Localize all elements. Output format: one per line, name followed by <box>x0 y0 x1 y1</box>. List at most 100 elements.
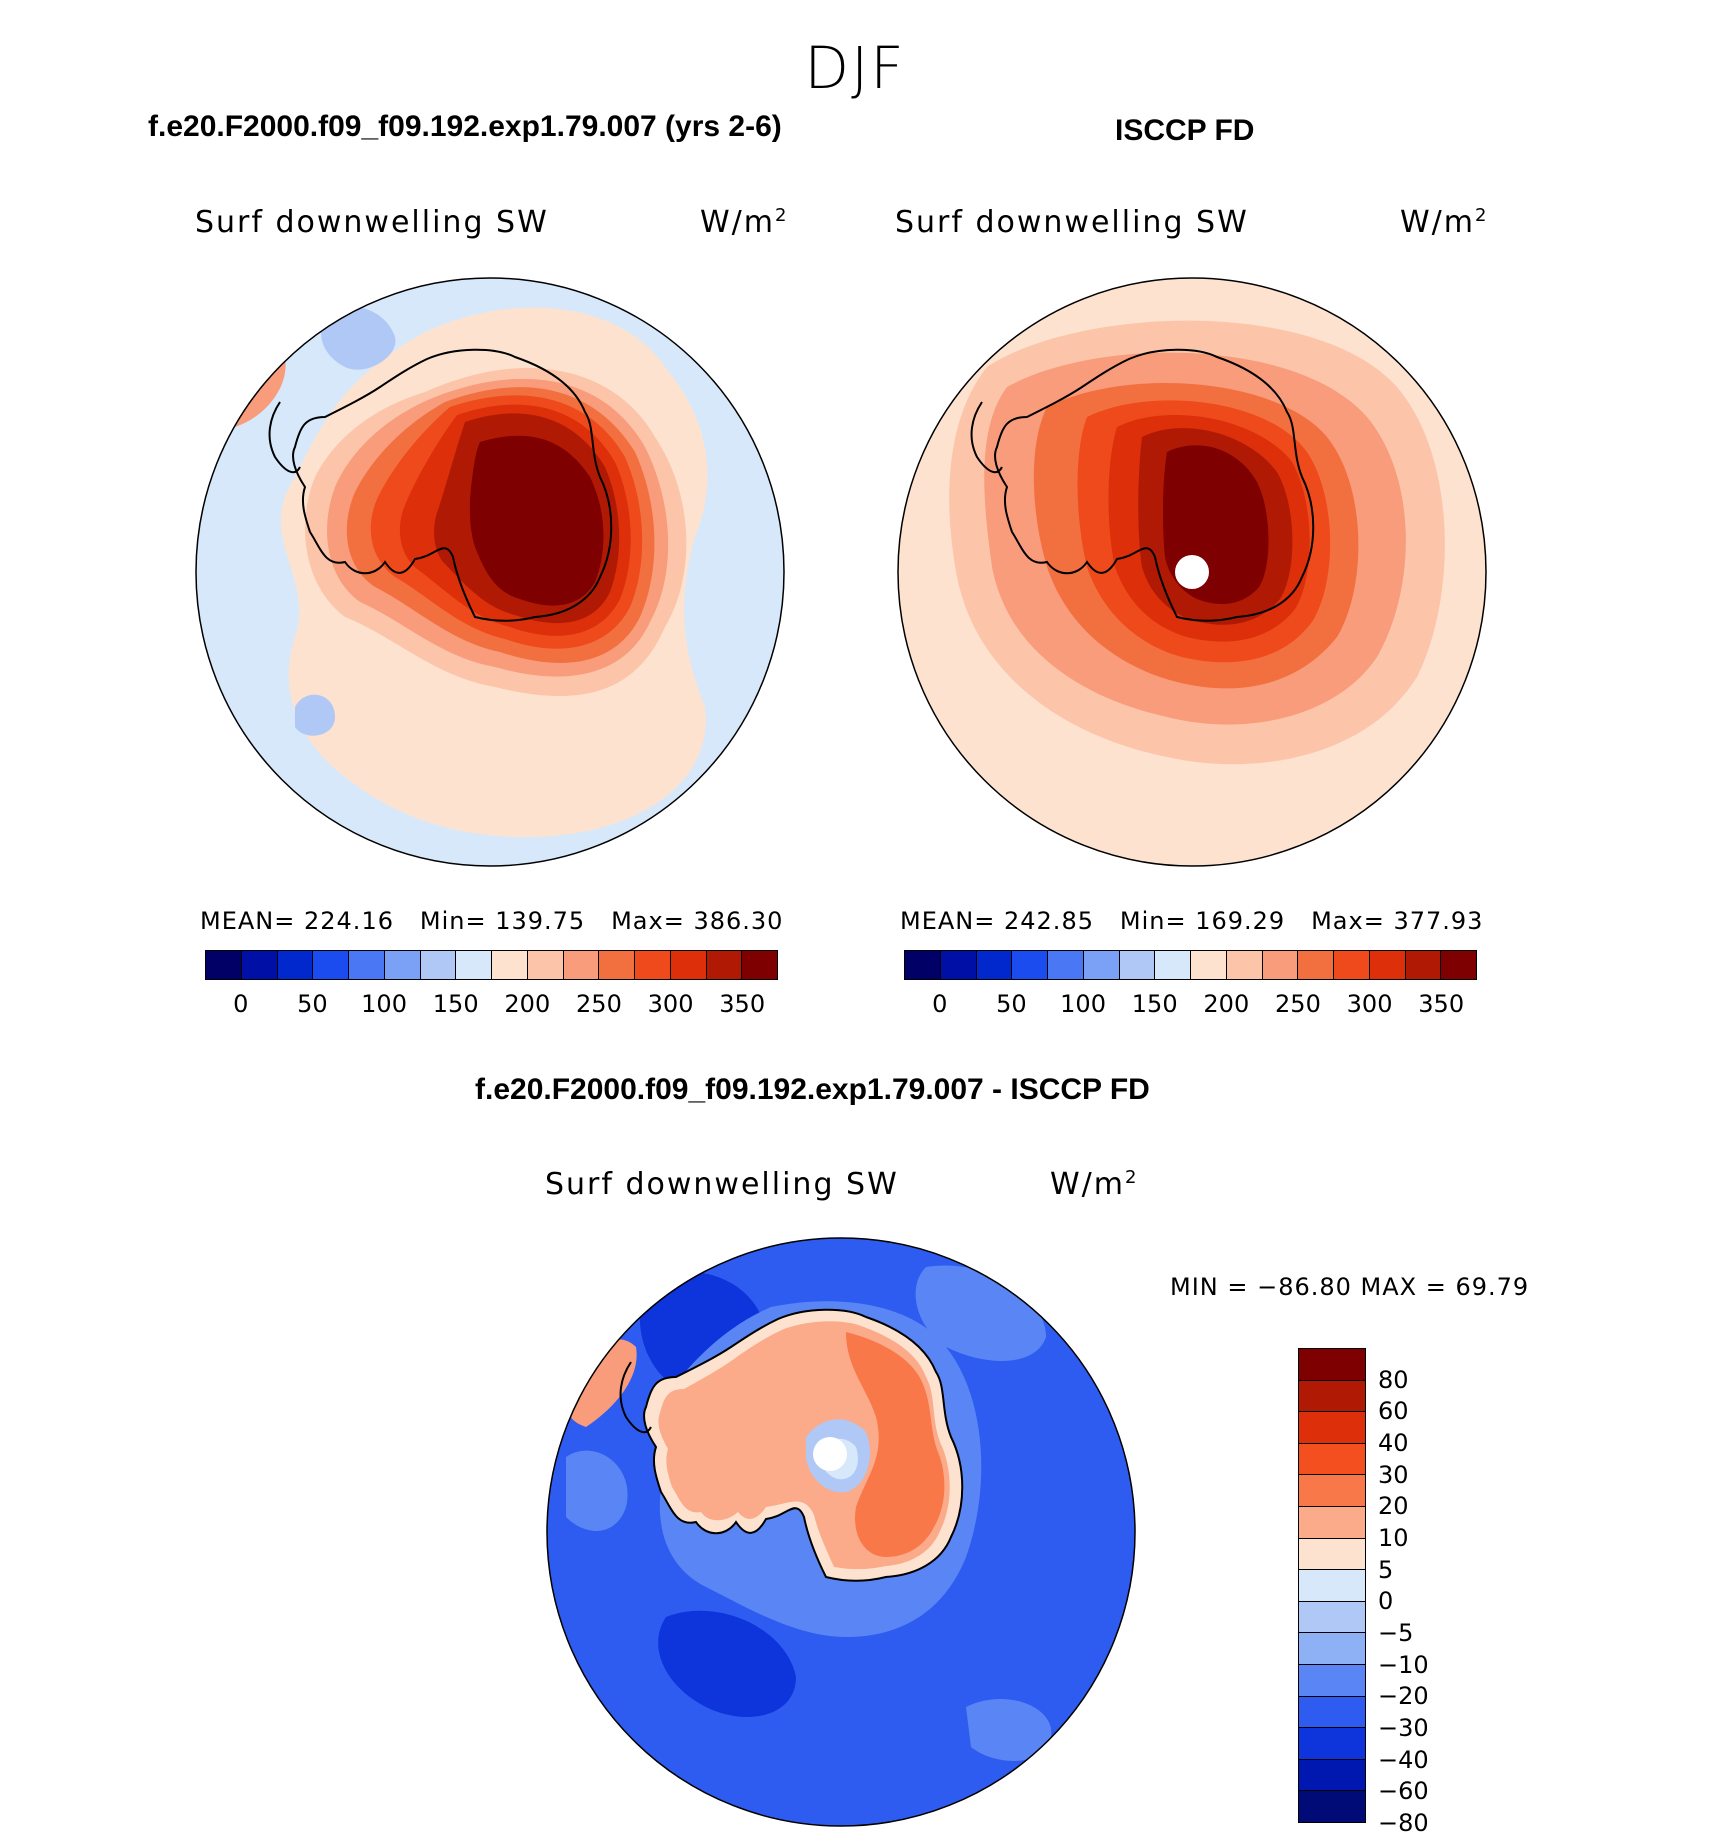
colorbar-level-label: 40 <box>1378 1429 1409 1457</box>
colorbar-swatch <box>1299 1601 1365 1634</box>
colorbar-swatch <box>742 951 777 979</box>
colorbar-tick-label: 150 <box>1131 990 1178 1018</box>
panel3-colorbar <box>1298 1348 1366 1823</box>
panel2-polar-map <box>897 277 1487 867</box>
colorbar-swatch <box>1299 1728 1365 1760</box>
colorbar-tick-label: 50 <box>297 990 328 1018</box>
colorbar-swatch <box>1155 951 1191 979</box>
colorbar-swatch <box>1299 1633 1365 1665</box>
colorbar-swatch <box>706 951 743 979</box>
panel1-colorbar <box>205 950 778 980</box>
panel1-units: W/m2 <box>700 205 789 240</box>
colorbar-swatch <box>1083 951 1120 979</box>
colorbar-swatch <box>1299 1664 1365 1697</box>
panel3-case-title: f.e20.F2000.f09_f09.192.exp1.79.007 - IS… <box>475 1073 1150 1106</box>
colorbar-level-label: −40 <box>1378 1745 1429 1774</box>
colorbar-swatch <box>1119 951 1156 979</box>
panel2-colorbar <box>904 950 1477 980</box>
colorbar-tick-label: 100 <box>1060 990 1106 1018</box>
colorbar-swatch <box>905 951 941 979</box>
colorbar-tick-label: 0 <box>932 990 948 1018</box>
colorbar-swatch <box>1298 951 1334 979</box>
colorbar-swatch <box>1299 1570 1365 1602</box>
colorbar-swatch <box>670 951 707 979</box>
colorbar-level-label: −30 <box>1378 1714 1429 1742</box>
colorbar-swatch <box>563 951 600 979</box>
colorbar-swatch <box>1299 1696 1365 1729</box>
colorbar-tick-label: 200 <box>1203 990 1250 1018</box>
colorbar-swatch <box>384 951 421 979</box>
panel2-case-title: ISCCP FD <box>1115 114 1255 147</box>
panel2-colorbar-ticks: 0 50 100 150 200 250 300 350 <box>904 990 1477 1020</box>
colorbar-swatch <box>277 951 314 979</box>
colorbar-swatch <box>1226 951 1263 979</box>
colorbar-tick-label: 300 <box>647 990 694 1018</box>
colorbar-swatch <box>420 951 457 979</box>
colorbar-swatch <box>313 951 349 979</box>
colorbar-level-label: 20 <box>1378 1492 1409 1521</box>
panel2-stats: MEAN= 242.85 Min= 169.29 Max= 377.93 <box>900 907 1484 935</box>
colorbar-level-label: 60 <box>1378 1397 1409 1426</box>
colorbar-tick-label: 200 <box>504 990 551 1018</box>
colorbar-swatch <box>1369 951 1406 979</box>
panel3-units: W/m2 <box>1050 1167 1139 1202</box>
colorbar-swatch <box>1334 951 1370 979</box>
colorbar-swatch <box>456 951 492 979</box>
colorbar-swatch <box>1299 1538 1365 1571</box>
colorbar-swatch <box>1299 1380 1365 1413</box>
panel1-variable-label: Surf downwelling SW <box>195 205 549 240</box>
panel3-minmax: MIN = −86.80 MAX = 69.79 <box>1170 1273 1530 1301</box>
colorbar-swatch <box>1441 951 1476 979</box>
colorbar-tick-label: 50 <box>996 990 1027 1018</box>
colorbar-level-label: −80 <box>1378 1809 1429 1837</box>
colorbar-swatch <box>1048 951 1084 979</box>
panel3-polar-map <box>546 1237 1136 1827</box>
colorbar-swatch <box>527 951 564 979</box>
panel2-units: W/m2 <box>1400 205 1489 240</box>
colorbar-swatch <box>635 951 671 979</box>
colorbar-swatch <box>976 951 1013 979</box>
colorbar-level-label: 0 <box>1378 1587 1394 1616</box>
colorbar-level-label: −60 <box>1378 1777 1429 1806</box>
panel2-variable-label: Surf downwelling SW <box>895 205 1249 240</box>
colorbar-tick-label: 250 <box>576 990 622 1018</box>
colorbar-level-label: −10 <box>1378 1650 1429 1679</box>
season-title: DJF <box>804 34 906 102</box>
colorbar-tick-label: 250 <box>1275 990 1321 1018</box>
colorbar-swatch <box>1299 1759 1365 1792</box>
colorbar-swatch <box>1262 951 1299 979</box>
colorbar-level-label: 10 <box>1378 1524 1409 1552</box>
colorbar-swatch <box>241 951 278 979</box>
colorbar-tick-label: 0 <box>233 990 249 1018</box>
colorbar-swatch <box>206 951 242 979</box>
colorbar-level-label: 30 <box>1378 1460 1409 1489</box>
colorbar-swatch <box>492 951 528 979</box>
panel1-case-title: f.e20.F2000.f09_f09.192.exp1.79.007 (yrs… <box>148 110 782 143</box>
colorbar-tick-label: 350 <box>719 990 766 1018</box>
panel1-colorbar-ticks: 0 50 100 150 200 250 300 350 <box>205 990 778 1020</box>
colorbar-swatch <box>1405 951 1442 979</box>
colorbar-tick-label: 350 <box>1418 990 1465 1018</box>
colorbar-level-label: 80 <box>1378 1365 1409 1394</box>
panel1-stats: MEAN= 224.16 Min= 139.75 Max= 386.30 <box>200 907 784 935</box>
colorbar-swatch <box>1299 1791 1365 1822</box>
colorbar-level-label: −5 <box>1378 1619 1414 1647</box>
colorbar-swatch <box>940 951 977 979</box>
colorbar-swatch <box>1299 1506 1365 1539</box>
colorbar-swatch <box>1299 1475 1365 1507</box>
colorbar-tick-label: 300 <box>1346 990 1393 1018</box>
colorbar-swatch <box>1299 1349 1365 1381</box>
colorbar-swatch <box>1012 951 1048 979</box>
panel3-variable-label: Surf downwelling SW <box>545 1167 899 1202</box>
colorbar-swatch <box>349 951 385 979</box>
colorbar-swatch <box>599 951 635 979</box>
colorbar-level-label: 5 <box>1378 1555 1394 1584</box>
colorbar-swatch <box>1191 951 1227 979</box>
colorbar-tick-label: 100 <box>361 990 407 1018</box>
panel1-polar-map <box>195 277 785 867</box>
colorbar-swatch <box>1299 1443 1365 1476</box>
colorbar-swatch <box>1299 1412 1365 1444</box>
colorbar-tick-label: 150 <box>432 990 479 1018</box>
colorbar-level-label: −20 <box>1378 1682 1429 1711</box>
panel3-colorbar-labels: 80 60 40 30 20 10 5 0 −5 −10 −20 −30 −40 −60 −80 <box>1378 1348 1458 1837</box>
